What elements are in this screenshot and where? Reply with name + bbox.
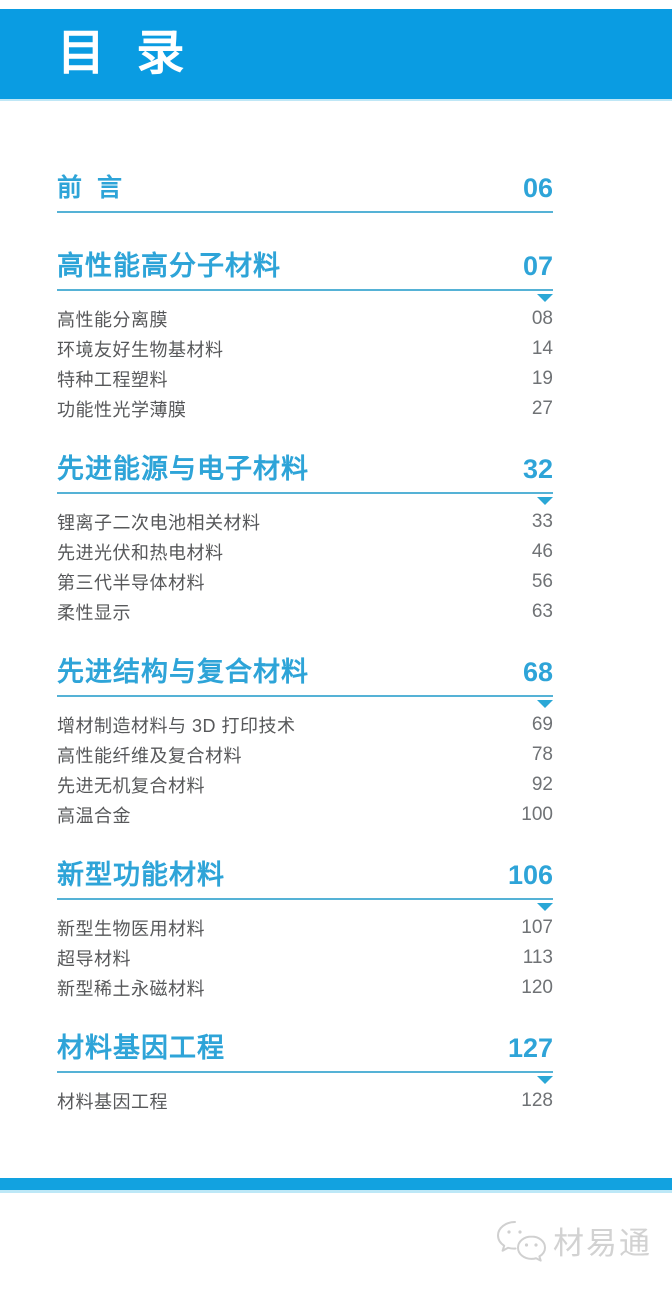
section-header[interactable]: 先进结构与复合材料 68 bbox=[57, 655, 553, 695]
toc-entry-label: 材料基因工程 bbox=[57, 1092, 168, 1112]
toc-entry-page: 69 bbox=[531, 714, 553, 735]
toc-entry-label: 第三代半导体材料 bbox=[57, 573, 205, 593]
toc-entry-page: 78 bbox=[531, 744, 553, 765]
toc-entry[interactable]: 高温合金 100 bbox=[57, 800, 553, 830]
section-page-number: 68 bbox=[522, 657, 553, 687]
toc-section-genome: 材料基因工程 127 材料基因工程 128 bbox=[57, 1031, 553, 1116]
toc-entry-page: 14 bbox=[531, 338, 553, 359]
toc-entry[interactable]: 材料基因工程 128 bbox=[57, 1086, 553, 1116]
toc-entry-page: 08 bbox=[531, 308, 553, 329]
section-page-number: 106 bbox=[507, 860, 553, 890]
toc-entry[interactable]: 功能性光学薄膜 27 bbox=[57, 394, 553, 424]
toc-entry-label: 高性能纤维及复合材料 bbox=[57, 746, 242, 766]
section-item-list: 材料基因工程 128 bbox=[57, 1086, 553, 1116]
section-item-list: 锂离子二次电池相关材料 33 先进光伏和热电材料 46 第三代半导体材料 56 … bbox=[57, 507, 553, 627]
toc-entry-label: 功能性光学薄膜 bbox=[57, 400, 187, 420]
section-title: 前 言 bbox=[57, 174, 126, 202]
toc-entry-page: 100 bbox=[521, 804, 553, 825]
section-item-list: 新型生物医用材料 107 超导材料 113 新型稀土永磁材料 120 bbox=[57, 913, 553, 1003]
toc-section-polymer: 高性能高分子材料 07 高性能分离膜 08 环境友好生物基材料 14 特种工程塑… bbox=[57, 249, 553, 424]
toc-entry[interactable]: 第三代半导体材料 56 bbox=[57, 567, 553, 597]
toc-entry[interactable]: 新型生物医用材料 107 bbox=[57, 913, 553, 943]
toc-entry[interactable]: 高性能纤维及复合材料 78 bbox=[57, 740, 553, 770]
toc-entry-page: 107 bbox=[521, 917, 553, 938]
toc-entry-page: 92 bbox=[531, 774, 553, 795]
section-divider bbox=[57, 1071, 553, 1084]
toc-entry-page: 113 bbox=[522, 947, 553, 968]
toc-entry[interactable]: 先进无机复合材料 92 bbox=[57, 770, 553, 800]
toc-entry-label: 先进光伏和热电材料 bbox=[57, 543, 224, 563]
section-header[interactable]: 前 言 06 bbox=[57, 171, 553, 211]
section-header[interactable]: 材料基因工程 127 bbox=[57, 1031, 553, 1071]
toc-entry-label: 高性能分离膜 bbox=[57, 310, 168, 330]
header-band: 目 录 bbox=[0, 9, 672, 99]
toc-entry-label: 高温合金 bbox=[57, 806, 131, 826]
section-divider bbox=[57, 695, 553, 708]
toc-entry-page: 63 bbox=[531, 601, 553, 622]
section-divider bbox=[57, 211, 553, 213]
toc-section-functional: 新型功能材料 106 新型生物医用材料 107 超导材料 113 新型稀土永磁材… bbox=[57, 858, 553, 1003]
triangle-down-icon bbox=[537, 903, 553, 911]
toc-entry[interactable]: 先进光伏和热电材料 46 bbox=[57, 537, 553, 567]
footer-stripe bbox=[0, 1178, 672, 1190]
toc: 前 言 06 高性能高分子材料 07 高性能分离膜 08 环境友好生物基材料 1… bbox=[57, 99, 553, 1144]
toc-entry-page: 128 bbox=[521, 1090, 553, 1111]
section-header[interactable]: 先进能源与电子材料 32 bbox=[57, 452, 553, 492]
toc-entry-label: 增材制造材料与 3D 打印技术 bbox=[57, 716, 296, 736]
section-page-number: 06 bbox=[522, 173, 553, 203]
section-header[interactable]: 高性能高分子材料 07 bbox=[57, 249, 553, 289]
wechat-icon bbox=[495, 1219, 547, 1263]
toc-entry-page: 33 bbox=[531, 511, 553, 532]
section-divider bbox=[57, 289, 553, 302]
toc-entry-label: 柔性显示 bbox=[57, 603, 131, 623]
toc-entry-page: 56 bbox=[531, 571, 553, 592]
toc-entry-page: 19 bbox=[531, 368, 553, 389]
toc-entry[interactable]: 环境友好生物基材料 14 bbox=[57, 334, 553, 364]
toc-entry-label: 环境友好生物基材料 bbox=[57, 340, 224, 360]
watermark: 材易通 bbox=[495, 1218, 652, 1263]
toc-entry-label: 新型生物医用材料 bbox=[57, 919, 205, 939]
toc-section-foreword: 前 言 06 bbox=[57, 171, 553, 213]
toc-section-structural-composite: 先进结构与复合材料 68 增材制造材料与 3D 打印技术 69 高性能纤维及复合… bbox=[57, 655, 553, 830]
toc-entry-page: 46 bbox=[531, 541, 553, 562]
section-divider bbox=[57, 492, 553, 505]
toc-entry-page: 27 bbox=[531, 398, 553, 419]
section-item-list: 增材制造材料与 3D 打印技术 69 高性能纤维及复合材料 78 先进无机复合材… bbox=[57, 710, 553, 830]
triangle-down-icon bbox=[537, 497, 553, 505]
toc-entry-label: 超导材料 bbox=[57, 949, 131, 969]
section-page-number: 32 bbox=[522, 454, 553, 484]
toc-entry[interactable]: 超导材料 113 bbox=[57, 943, 553, 973]
section-header[interactable]: 新型功能材料 106 bbox=[57, 858, 553, 898]
toc-entry-label: 锂离子二次电池相关材料 bbox=[57, 513, 261, 533]
section-item-list: 高性能分离膜 08 环境友好生物基材料 14 特种工程塑料 19 功能性光学薄膜… bbox=[57, 304, 553, 424]
toc-entry-label: 先进无机复合材料 bbox=[57, 776, 205, 796]
section-title: 高性能高分子材料 bbox=[57, 251, 281, 281]
section-title: 先进能源与电子材料 bbox=[57, 454, 309, 484]
triangle-down-icon bbox=[537, 1076, 553, 1084]
toc-section-energy-electronics: 先进能源与电子材料 32 锂离子二次电池相关材料 33 先进光伏和热电材料 46… bbox=[57, 452, 553, 627]
triangle-down-icon bbox=[537, 700, 553, 708]
page-title: 目 录 bbox=[57, 27, 194, 80]
toc-entry[interactable]: 增材制造材料与 3D 打印技术 69 bbox=[57, 710, 553, 740]
toc-entry-label: 特种工程塑料 bbox=[57, 370, 168, 390]
toc-entry[interactable]: 锂离子二次电池相关材料 33 bbox=[57, 507, 553, 537]
toc-entry[interactable]: 特种工程塑料 19 bbox=[57, 364, 553, 394]
toc-entry-page: 120 bbox=[521, 977, 553, 998]
toc-entry[interactable]: 新型稀土永磁材料 120 bbox=[57, 973, 553, 1003]
toc-entry-label: 新型稀土永磁材料 bbox=[57, 979, 205, 999]
section-title: 材料基因工程 bbox=[57, 1033, 225, 1063]
section-divider bbox=[57, 898, 553, 911]
section-page-number: 127 bbox=[507, 1033, 553, 1063]
toc-entry[interactable]: 柔性显示 63 bbox=[57, 597, 553, 627]
toc-entry[interactable]: 高性能分离膜 08 bbox=[57, 304, 553, 334]
section-page-number: 07 bbox=[522, 251, 553, 281]
section-title: 先进结构与复合材料 bbox=[57, 657, 309, 687]
watermark-text: 材易通 bbox=[553, 1226, 652, 1261]
triangle-down-icon bbox=[537, 294, 553, 302]
section-title: 新型功能材料 bbox=[57, 860, 225, 890]
